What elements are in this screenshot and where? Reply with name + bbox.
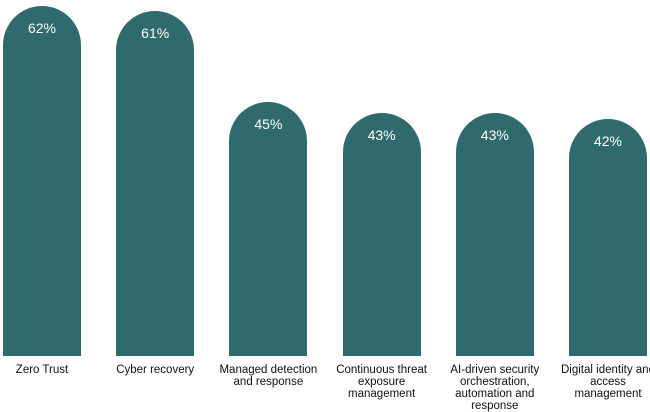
bar <box>569 118 647 356</box>
bar <box>229 101 308 356</box>
category-label: Managed detection and response <box>219 364 318 388</box>
category-label: AI-driven security orchestration, automa… <box>450 364 540 412</box>
category-label: Digital identity and access management <box>561 364 650 400</box>
value-label: 43% <box>480 127 509 144</box>
bar <box>455 113 534 356</box>
category-label: Zero Trust <box>15 364 69 376</box>
value-label: 62% <box>27 19 57 36</box>
bar <box>3 5 81 356</box>
value-label: 42% <box>593 132 623 149</box>
bar <box>342 113 421 356</box>
category-label: Cyber recovery <box>116 364 195 376</box>
value-label: 61% <box>141 25 170 42</box>
category-label: Continuous threat exposure management <box>336 364 427 400</box>
bar <box>116 11 195 356</box>
value-label: 43% <box>367 127 396 144</box>
value-label: 45% <box>254 115 283 132</box>
